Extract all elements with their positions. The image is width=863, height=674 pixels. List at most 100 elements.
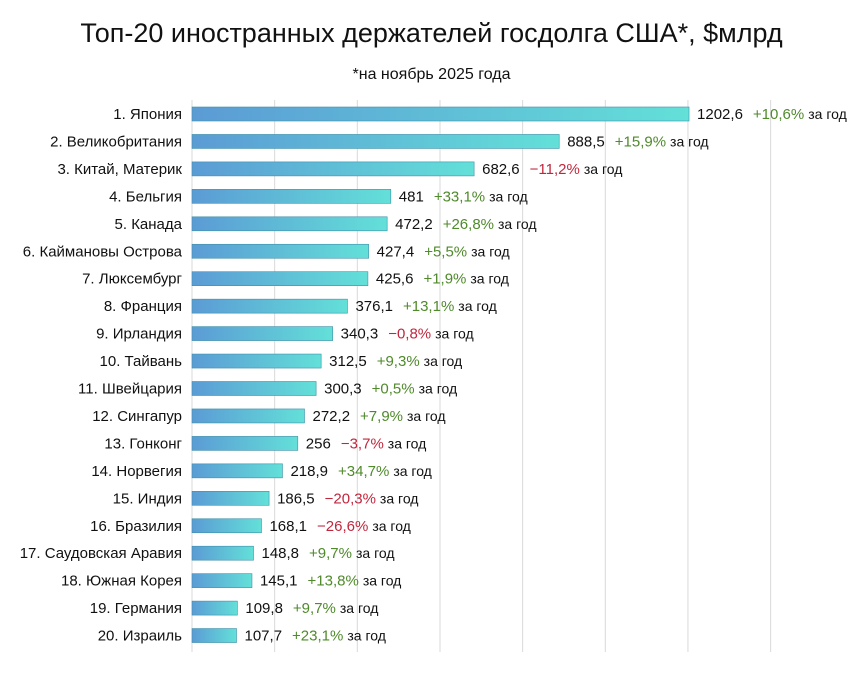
value-label: 427,4 bbox=[377, 243, 415, 260]
category-label: 6. Каймановы Острова bbox=[23, 243, 183, 260]
value-label: 107,7 bbox=[245, 628, 283, 645]
bar bbox=[191, 545, 254, 561]
category-label: 15. Индия bbox=[113, 490, 182, 507]
change-label: −3,7% bbox=[341, 435, 384, 452]
change-suffix-label: за год bbox=[470, 271, 509, 287]
change-label: +9,7% bbox=[309, 545, 352, 562]
value-label: 145,1 bbox=[260, 573, 298, 590]
change-label: +15,9% bbox=[615, 133, 666, 150]
value-label: 272,2 bbox=[313, 408, 351, 425]
category-label: 19. Германия bbox=[90, 600, 182, 617]
category-label: 7. Люксембург bbox=[82, 271, 182, 288]
value-label: 218,9 bbox=[290, 463, 328, 480]
chart-title: Топ-20 иностранных держателей госдолга С… bbox=[80, 18, 783, 48]
change-label: −11,2% bbox=[530, 161, 580, 178]
category-label: 14. Норвегия bbox=[91, 463, 182, 480]
change-suffix-label: за год bbox=[435, 326, 474, 342]
change-suffix-label: за год bbox=[380, 490, 419, 506]
category-label: 10. Тайвань bbox=[100, 353, 183, 370]
bar bbox=[191, 271, 369, 287]
change-suffix-label: за год bbox=[471, 243, 510, 259]
change-label: +23,1% bbox=[292, 628, 343, 645]
change-suffix-label: за год bbox=[670, 133, 709, 149]
change-label: +1,9% bbox=[423, 271, 466, 288]
category-label: 1. Япония bbox=[113, 106, 182, 123]
category-label: 5. Канада bbox=[115, 216, 183, 233]
bar bbox=[191, 189, 392, 204]
change-suffix-label: за год bbox=[808, 106, 847, 122]
value-label: 682,6 bbox=[482, 161, 520, 178]
value-label: 148,8 bbox=[261, 545, 299, 562]
value-label: 168,1 bbox=[269, 518, 307, 535]
category-label: 16. Бразилия bbox=[90, 518, 182, 535]
bar bbox=[191, 381, 317, 396]
category-label: 20. Израиль bbox=[98, 628, 182, 645]
change-label: +0,5% bbox=[372, 381, 415, 398]
category-label: 9. Ирландия bbox=[96, 326, 182, 343]
value-label: 186,5 bbox=[277, 490, 315, 507]
bar bbox=[191, 408, 305, 424]
change-suffix-label: за год bbox=[356, 545, 395, 561]
value-label: 425,6 bbox=[376, 271, 414, 288]
category-label: 13. Гонконг bbox=[104, 435, 182, 452]
change-suffix-label: за год bbox=[372, 518, 411, 534]
change-suffix-label: за год bbox=[498, 216, 537, 232]
change-label: +33,1% bbox=[434, 188, 485, 205]
change-suffix-label: за год bbox=[363, 573, 402, 589]
change-label: +13,1% bbox=[403, 298, 454, 315]
change-label: +5,5% bbox=[424, 243, 467, 260]
change-suffix-label: за год bbox=[424, 353, 463, 369]
change-label: +13,8% bbox=[308, 573, 359, 590]
gridlines bbox=[191, 100, 772, 652]
chart-subtitle: *на ноябрь 2025 года bbox=[352, 66, 511, 83]
bar bbox=[191, 353, 322, 369]
bar bbox=[191, 628, 237, 643]
change-label: +9,7% bbox=[293, 600, 336, 617]
change-suffix-label: за год bbox=[407, 408, 446, 424]
value-label: 1202,6 bbox=[697, 106, 743, 123]
change-label: +10,6% bbox=[753, 106, 804, 123]
category-label: 3. Китай, Материк bbox=[57, 161, 182, 178]
bar bbox=[191, 134, 560, 149]
value-label: 472,2 bbox=[395, 216, 433, 233]
change-label: −26,6% bbox=[317, 518, 368, 535]
value-label: 888,5 bbox=[567, 133, 605, 150]
category-label: 18. Южная Корея bbox=[61, 573, 182, 590]
change-label: +34,7% bbox=[338, 463, 389, 480]
change-suffix-label: за год bbox=[393, 463, 432, 479]
category-label: 2. Великобритания bbox=[50, 133, 182, 150]
bar bbox=[191, 518, 262, 534]
bar bbox=[191, 436, 299, 451]
change-label: +9,3% bbox=[377, 353, 420, 370]
bar bbox=[191, 573, 253, 588]
bar bbox=[191, 161, 475, 177]
value-label: 376,1 bbox=[355, 298, 393, 315]
bar bbox=[191, 490, 270, 506]
bar bbox=[191, 600, 238, 616]
bar bbox=[191, 106, 690, 122]
change-suffix-label: за год bbox=[458, 298, 497, 314]
change-suffix-label: за год bbox=[584, 161, 623, 177]
value-label: 300,3 bbox=[324, 381, 362, 398]
change-label: −20,3% bbox=[325, 490, 376, 507]
bar bbox=[191, 243, 369, 259]
change-suffix-label: за год bbox=[388, 435, 427, 451]
change-suffix-label: за год bbox=[340, 600, 379, 616]
change-suffix-label: за год bbox=[347, 628, 386, 644]
change-label: +26,8% bbox=[443, 216, 494, 233]
bar bbox=[191, 463, 283, 479]
change-suffix-label: за год bbox=[419, 381, 458, 397]
change-label: −0,8% bbox=[388, 326, 431, 343]
bar bbox=[191, 216, 388, 232]
category-label: 8. Франция bbox=[104, 298, 182, 315]
category-label: 4. Бельгия bbox=[109, 188, 182, 205]
change-suffix-label: за год bbox=[489, 188, 528, 204]
category-label: 17. Саудовская Аравия bbox=[20, 545, 182, 562]
change-label: +7,9% bbox=[360, 408, 403, 425]
value-label: 312,5 bbox=[329, 353, 367, 370]
category-label: 12. Сингапур bbox=[92, 408, 182, 425]
value-label: 340,3 bbox=[341, 326, 379, 343]
value-label: 256 bbox=[306, 435, 331, 452]
